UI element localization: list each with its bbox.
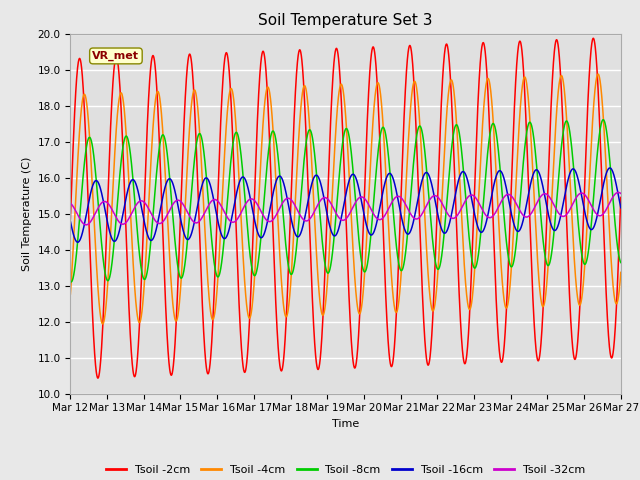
- Tsoil -32cm: [83, 222, 90, 228]
- Line: Tsoil -32cm: Tsoil -32cm: [70, 192, 621, 225]
- Tsoil -4cm: [617, 269, 625, 275]
- Text: VR_met: VR_met: [92, 51, 140, 61]
- Tsoil -4cm: [129, 264, 137, 269]
- Tsoil -8cm: [617, 260, 625, 265]
- Tsoil -8cm: [67, 279, 75, 285]
- Tsoil -2cm: [94, 375, 102, 381]
- Tsoil -2cm: [129, 370, 137, 376]
- Tsoil -32cm: [617, 191, 625, 196]
- Y-axis label: Soil Temperature (C): Soil Temperature (C): [22, 156, 32, 271]
- Tsoil -4cm: [162, 186, 170, 192]
- Tsoil -4cm: [278, 281, 285, 287]
- Tsoil -8cm: [162, 142, 170, 148]
- Tsoil -4cm: [99, 321, 106, 327]
- Line: Tsoil -2cm: Tsoil -2cm: [70, 38, 621, 378]
- Tsoil -32cm: [129, 207, 137, 213]
- Tsoil -4cm: [547, 214, 555, 220]
- Tsoil -8cm: [278, 194, 285, 200]
- Tsoil -2cm: [589, 36, 597, 41]
- Tsoil -2cm: [301, 119, 309, 124]
- Tsoil -16cm: [67, 218, 74, 224]
- Tsoil -4cm: [301, 84, 309, 90]
- Tsoil -32cm: [67, 200, 74, 206]
- Tsoil -8cm: [599, 117, 607, 122]
- Tsoil -16cm: [278, 175, 285, 181]
- Title: Soil Temperature Set 3: Soil Temperature Set 3: [259, 13, 433, 28]
- Line: Tsoil -16cm: Tsoil -16cm: [70, 168, 621, 242]
- Tsoil -2cm: [547, 108, 555, 113]
- Tsoil -32cm: [301, 218, 309, 224]
- Tsoil -16cm: [301, 211, 309, 217]
- Tsoil -16cm: [547, 221, 555, 227]
- Tsoil -32cm: [162, 214, 170, 220]
- Tsoil -2cm: [617, 194, 625, 200]
- Tsoil -8cm: [547, 255, 555, 261]
- Tsoil -2cm: [67, 216, 74, 222]
- Tsoil -32cm: [606, 199, 614, 205]
- Line: Tsoil -8cm: Tsoil -8cm: [70, 120, 621, 282]
- Tsoil -4cm: [594, 71, 602, 77]
- Tsoil -16cm: [162, 181, 170, 187]
- Tsoil -2cm: [607, 351, 614, 357]
- Tsoil -16cm: [606, 165, 614, 171]
- Line: Tsoil -4cm: Tsoil -4cm: [70, 74, 621, 324]
- Tsoil -4cm: [67, 291, 74, 297]
- Tsoil -16cm: [607, 165, 614, 171]
- Tsoil -2cm: [278, 368, 285, 373]
- Tsoil -4cm: [607, 244, 614, 250]
- Tsoil -8cm: [607, 164, 614, 170]
- Tsoil -32cm: [547, 196, 555, 202]
- Tsoil -2cm: [162, 311, 170, 317]
- Tsoil -16cm: [617, 205, 625, 211]
- Tsoil -16cm: [129, 177, 137, 183]
- Tsoil -8cm: [67, 278, 74, 284]
- X-axis label: Time: Time: [332, 419, 359, 429]
- Tsoil -8cm: [301, 144, 309, 150]
- Tsoil -32cm: [614, 190, 622, 195]
- Tsoil -8cm: [129, 181, 137, 187]
- Tsoil -32cm: [278, 202, 285, 207]
- Tsoil -16cm: [74, 240, 81, 245]
- Legend: Tsoil -2cm, Tsoil -4cm, Tsoil -8cm, Tsoil -16cm, Tsoil -32cm: Tsoil -2cm, Tsoil -4cm, Tsoil -8cm, Tsoi…: [102, 460, 589, 479]
